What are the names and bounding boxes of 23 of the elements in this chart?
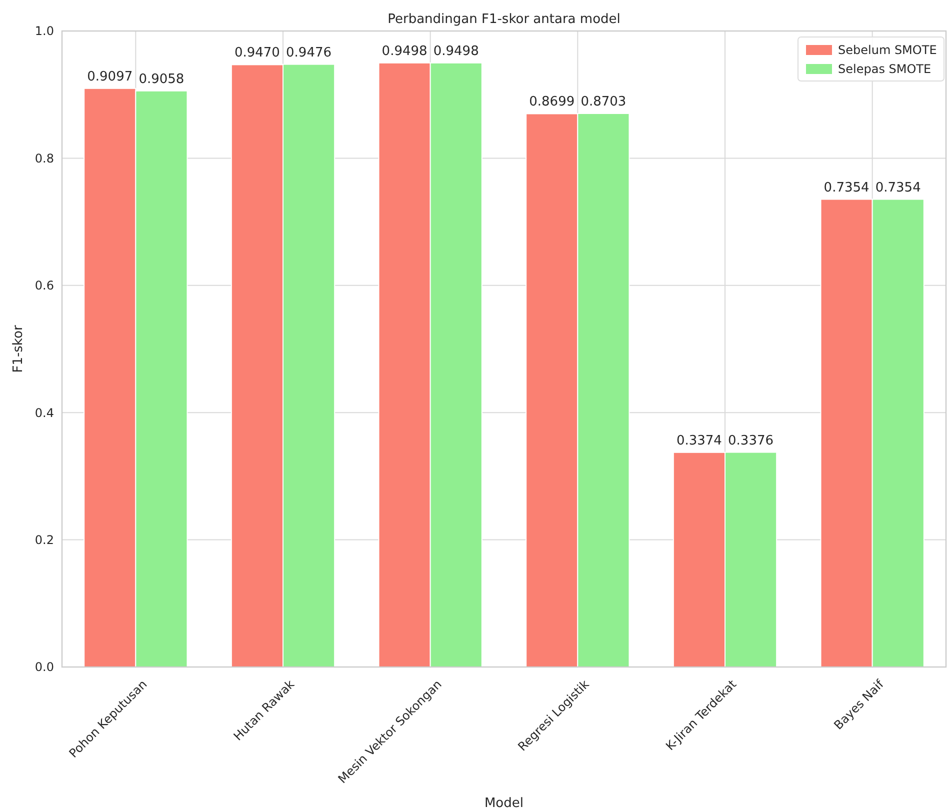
x-axis-title: Model bbox=[484, 796, 524, 810]
y-tick-label: 0.6 bbox=[34, 278, 54, 293]
y-tick-label: 1.0 bbox=[34, 24, 54, 38]
y-tick-label: 0.8 bbox=[34, 151, 54, 166]
data-label: 0.3376 bbox=[728, 433, 774, 448]
chart-title: Perbandingan F1-skor antara model bbox=[388, 12, 620, 27]
data-label: 0.7354 bbox=[875, 180, 921, 196]
y-tick-label: 0.0 bbox=[34, 660, 54, 674]
y-tick-label: 0.4 bbox=[34, 406, 54, 420]
legend-label: Selepas SMOTE bbox=[838, 62, 932, 76]
data-label: 0.7354 bbox=[824, 180, 870, 196]
data-label: 0.8703 bbox=[580, 94, 626, 110]
data-label: 0.3374 bbox=[676, 433, 722, 448]
data-label: 0.9498 bbox=[433, 44, 479, 59]
y-tick-label: 0.2 bbox=[34, 533, 54, 547]
data-label: 0.9498 bbox=[382, 44, 428, 59]
data-label: 0.9476 bbox=[286, 45, 332, 60]
legend-label: Sebelum SMOTE bbox=[838, 43, 937, 58]
data-label: 0.8699 bbox=[529, 94, 575, 110]
y-axis-title: F1-skor bbox=[11, 324, 26, 373]
data-label: 0.9470 bbox=[234, 46, 280, 61]
data-label: 0.9097 bbox=[87, 69, 133, 84]
data-label: 0.9058 bbox=[138, 72, 184, 87]
